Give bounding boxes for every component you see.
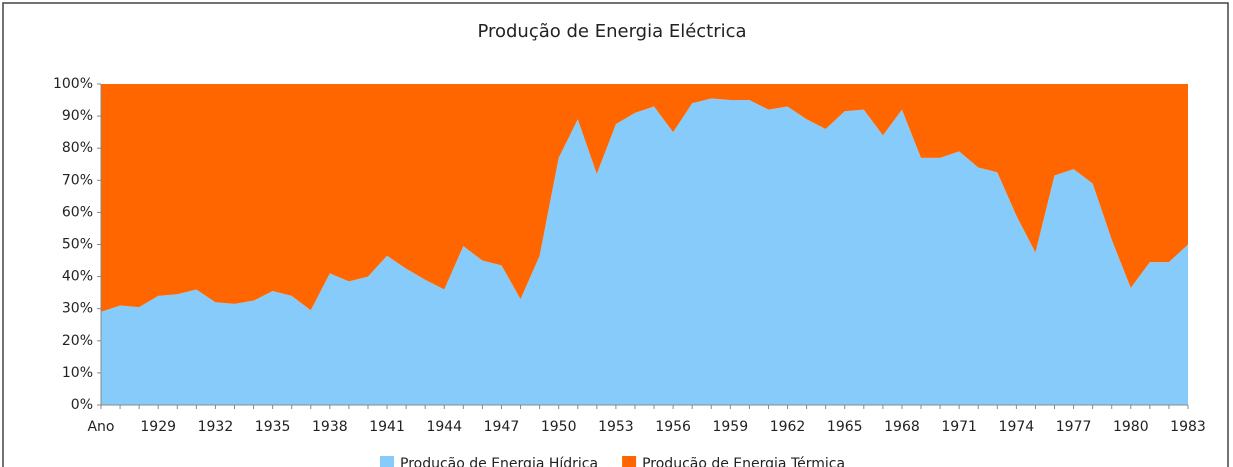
x-tick-label: 1959 — [712, 419, 748, 435]
chart-title: Produção de Energia Eléctrica — [477, 21, 746, 42]
x-tick-label: 1983 — [1170, 419, 1206, 435]
x-tick-label: 1965 — [827, 419, 863, 435]
legend-swatch — [622, 456, 637, 467]
x-tick-label: 1941 — [369, 419, 405, 435]
area — [101, 98, 1188, 405]
y-tick-label: 0% — [71, 397, 93, 413]
y-tick-label: 80% — [62, 140, 93, 156]
x-tick-label: 1962 — [770, 419, 806, 435]
x-tick-label: 1977 — [1056, 419, 1092, 435]
x-tick-label: 1929 — [140, 419, 176, 435]
y-tick-label: 30% — [62, 301, 93, 317]
x-tick-label: 1935 — [255, 419, 291, 435]
x-tick-label: 1980 — [1113, 419, 1149, 435]
x-tick-label: 1971 — [941, 419, 977, 435]
y-tick-label: 20% — [62, 333, 93, 349]
y-tick-label: 40% — [62, 269, 93, 285]
y-tick-label: 60% — [62, 204, 93, 220]
x-tick-label: 1953 — [598, 419, 634, 435]
legend-label: Produção de Energia Hídrica — [400, 456, 598, 467]
x-tick-label: 1950 — [541, 419, 577, 435]
y-tick-label: 70% — [62, 172, 93, 188]
x-tick-label: 1947 — [484, 419, 520, 435]
x-tick-label: 1944 — [426, 419, 462, 435]
area — [101, 84, 1188, 312]
x-tick-label: 1974 — [999, 419, 1035, 435]
y-tick-label: 90% — [62, 108, 93, 124]
x-tick-label: 1938 — [312, 419, 348, 435]
x-tick-label: 1968 — [884, 419, 920, 435]
y-tick-label: 100% — [53, 76, 93, 92]
legend-label: Produção de Energia Térmica — [642, 456, 845, 467]
x-tick-label: 1932 — [198, 419, 234, 435]
y-tick-label: 10% — [62, 365, 93, 381]
x-tick-label: 1956 — [655, 419, 691, 435]
x-tick-label: Ano — [87, 419, 114, 435]
y-tick-label: 50% — [62, 237, 93, 253]
legend-swatch — [380, 456, 394, 467]
